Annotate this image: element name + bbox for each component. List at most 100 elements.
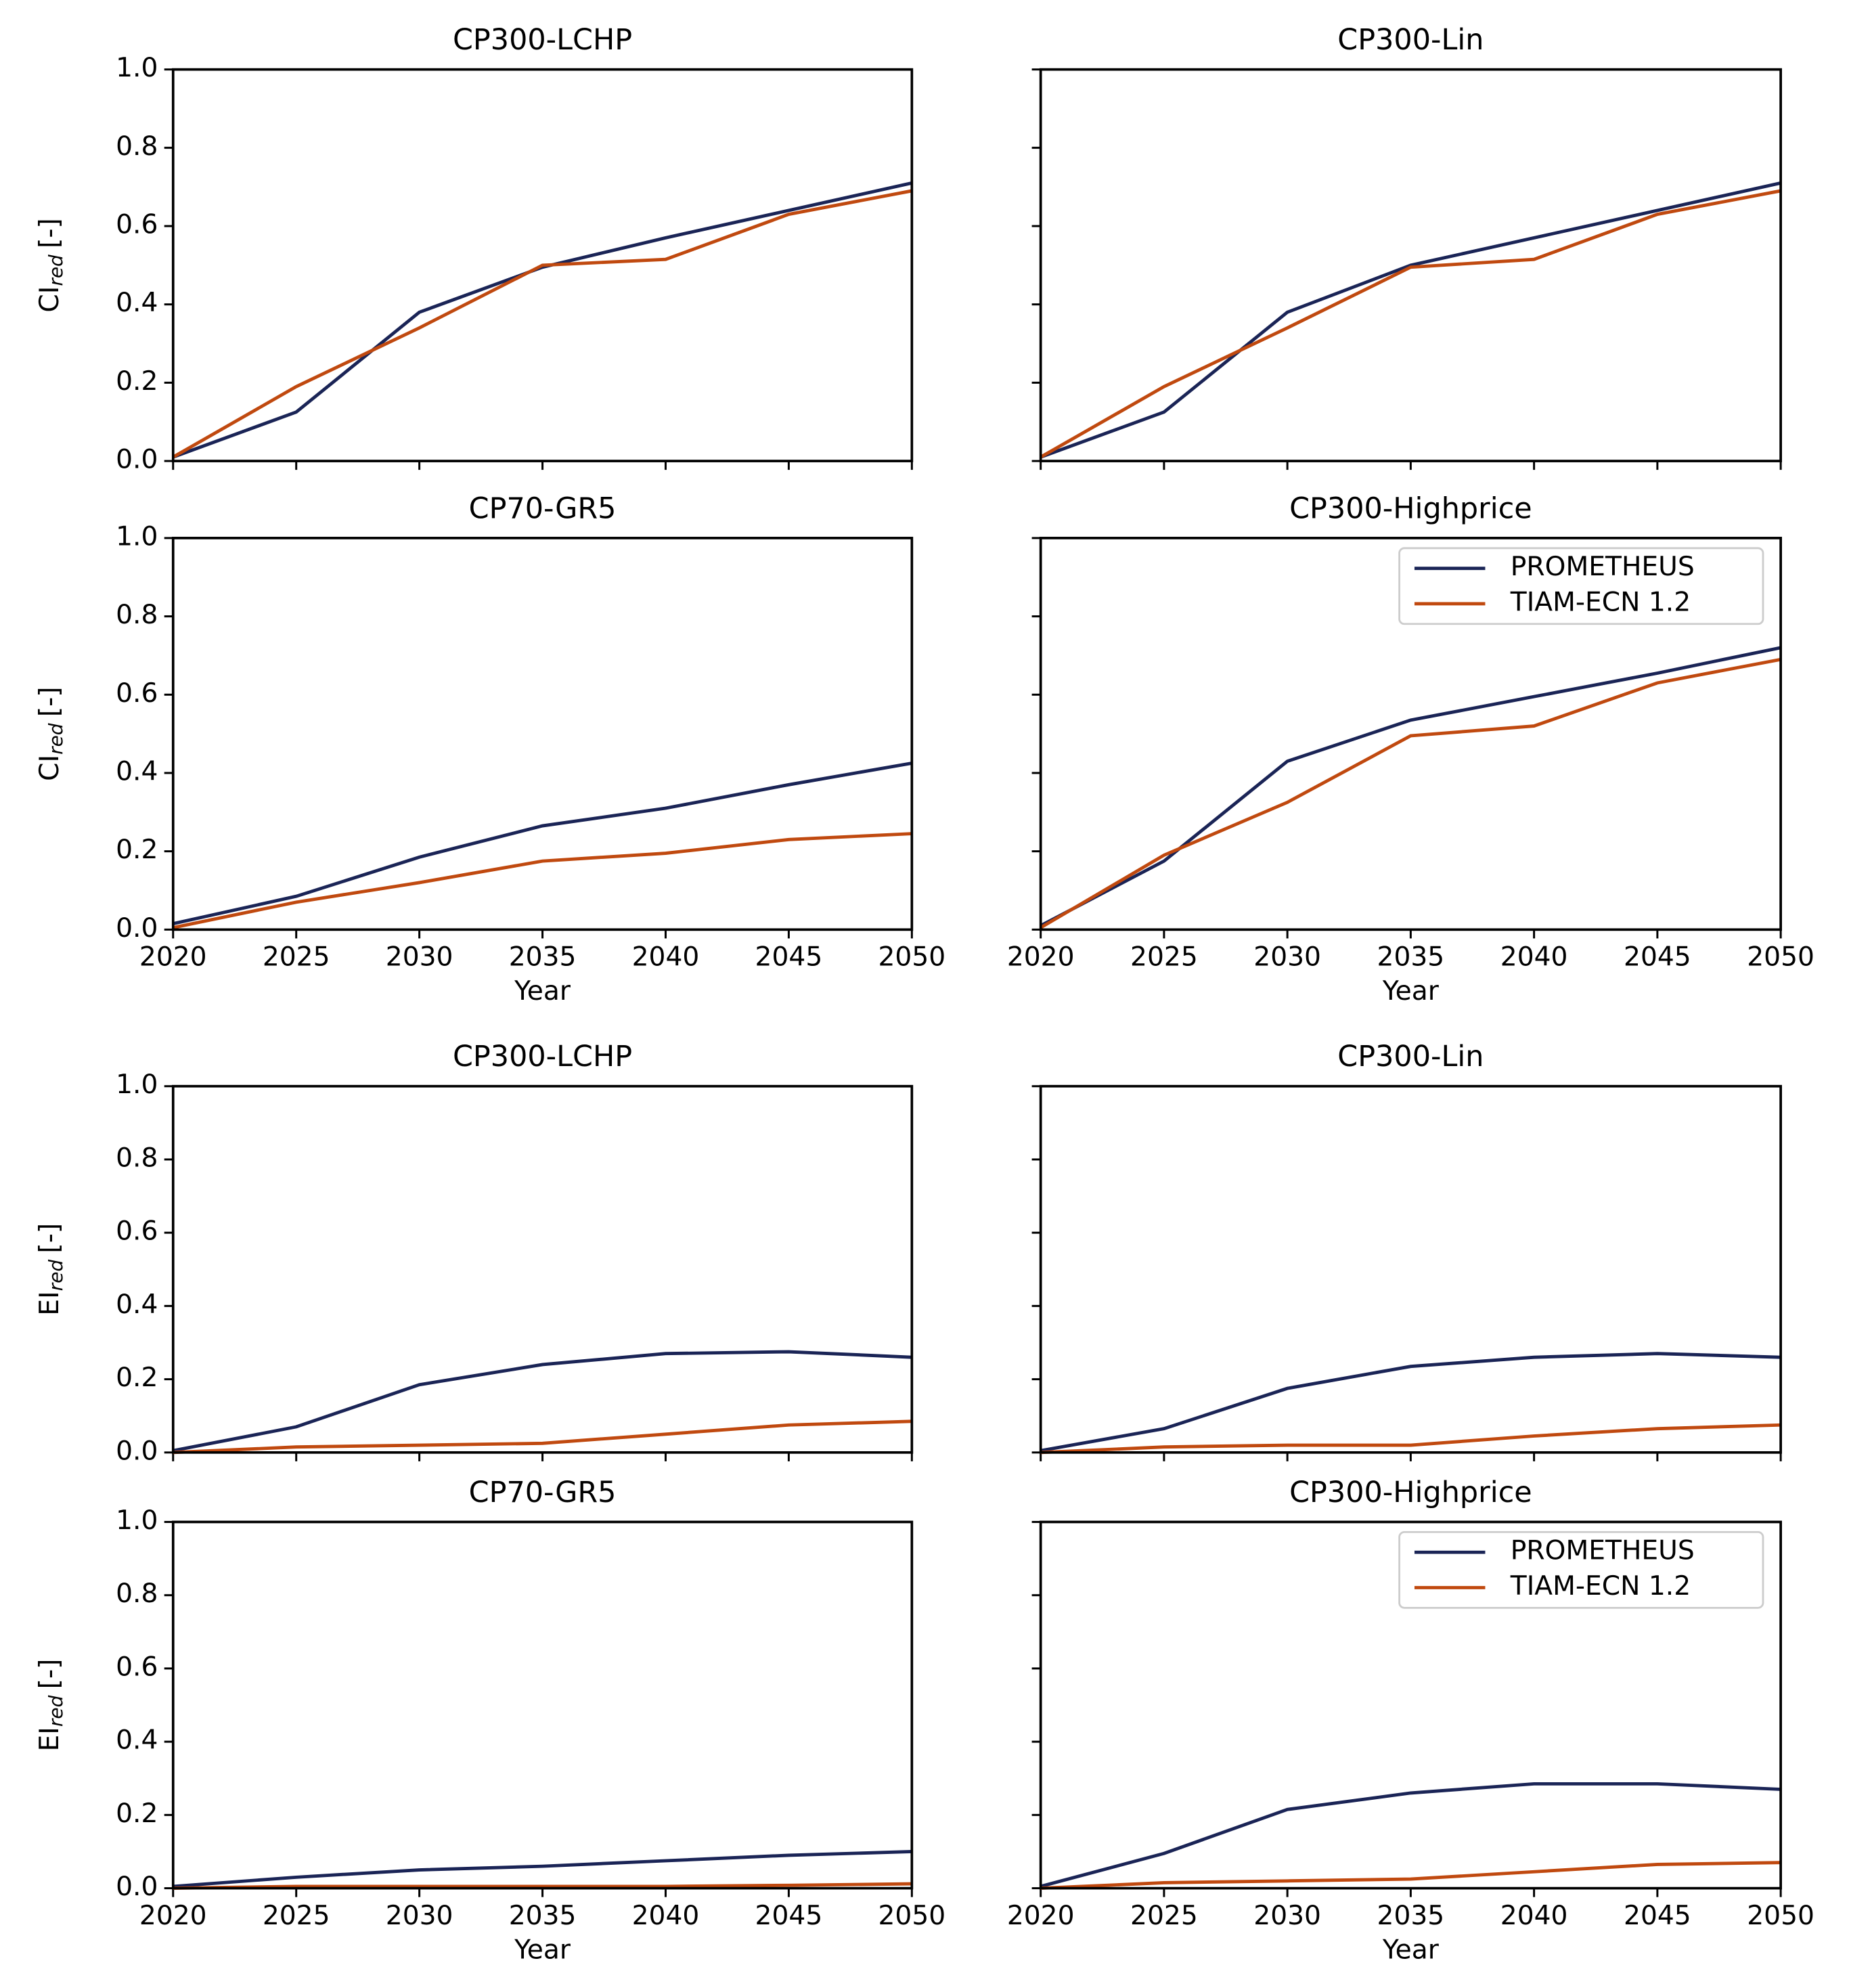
y-tick-label: 0.6: [116, 678, 158, 709]
y-axis-label: CIred [-]: [34, 686, 67, 780]
x-tick-label: 2045: [1624, 942, 1691, 973]
y-tick-label: 0.8: [116, 600, 158, 630]
data-line: [173, 761, 912, 926]
axes-frame: [1039, 1520, 1782, 1890]
data-line: [172, 181, 912, 459]
subplot: CP300-Lin: [1031, 1040, 1782, 1461]
subplot: CP300-Highprice 2020 2025 2030 2035 2040 2045 2…: [1007, 1476, 1814, 1965]
y-tick-label: 0.0: [116, 1436, 158, 1466]
legend-box: [1398, 547, 1764, 625]
data-line: [1040, 1352, 1781, 1453]
legend-label: PROMETHEUS: [1511, 552, 1695, 582]
y-tick-label: 0.6: [116, 1652, 158, 1682]
y-axis-label-sub: red: [45, 255, 67, 286]
chart-title: CP300-Highprice: [1289, 491, 1532, 525]
subplot: CP300-Lin: [1031, 23, 1782, 470]
x-tick-label: 2050: [1747, 942, 1814, 973]
x-tick-label: 2050: [878, 942, 945, 973]
x-tick-label: 2030: [1253, 942, 1321, 973]
axes-frame: [1039, 68, 1782, 462]
y-tick-label: 0.2: [116, 835, 158, 865]
y-axis-label-unit: [-]: [34, 686, 64, 717]
x-tick-label: 2020: [139, 1901, 207, 1931]
x-axis-label: Year: [1382, 1935, 1440, 1965]
y-axis-label: EIred [-]: [34, 1223, 67, 1316]
x-tick-label: 2050: [878, 1901, 945, 1931]
axes-frame: [171, 1084, 914, 1454]
y-axis-label: EIred [-]: [34, 1659, 67, 1752]
x-tick-label: 2035: [1377, 942, 1445, 973]
x-tick-label: 2025: [263, 1901, 330, 1931]
data-line: [173, 832, 912, 929]
data-line: [1040, 646, 1781, 927]
chart-title: CP300-Highprice: [1289, 1476, 1532, 1509]
axes-frame: [1039, 1084, 1782, 1454]
x-tick-label: 2040: [1500, 1901, 1568, 1931]
x-tick-label: 2020: [1007, 1901, 1075, 1931]
y-tick-label: 0.6: [116, 210, 158, 240]
x-tick-label: 2050: [1747, 1901, 1814, 1931]
chart-title: CP70-GR5: [469, 491, 617, 525]
x-tick-label: 2025: [263, 942, 330, 973]
y-tick-label: 1.0: [116, 1505, 158, 1536]
subplot: CP70-GR5 0.0 0.2 0.4 0.6 0.8 1.0 2020 2025 2030 20…: [34, 1476, 945, 1965]
x-tick-label: 2035: [509, 1901, 577, 1931]
x-tick-label: 2035: [509, 942, 577, 973]
x-tick-label: 2045: [755, 1901, 823, 1931]
data-line: [173, 1882, 912, 1891]
chart-title: CP300-Lin: [1337, 1040, 1484, 1074]
subplot: CP300-LCHP 0.0 0.2 0.4 0.6 0.8 1.0 CIred [-]: [34, 23, 914, 475]
x-tick-label: 2030: [386, 942, 453, 973]
x-axis-label: Year: [514, 1935, 571, 1965]
x-tick-label: 2030: [386, 1901, 453, 1931]
y-tick-label: 0.2: [116, 1798, 158, 1829]
y-axis-label-unit: [-]: [34, 1223, 64, 1254]
y-axis-label-unit: [-]: [34, 1659, 64, 1689]
y-axis-label: CIred [-]: [34, 218, 67, 312]
y-tick-label: 0.4: [116, 1725, 158, 1756]
y-axis-label-main: CI: [34, 286, 64, 313]
y-tick-label: 0.6: [116, 1216, 158, 1247]
y-axis-label-main: EI: [34, 1727, 64, 1751]
y-axis-label-main: EI: [34, 1291, 64, 1315]
y-axis-label-sub: red: [45, 1695, 67, 1727]
axes-frame: [171, 1520, 914, 1890]
y-axis-label-main: CI: [34, 755, 64, 781]
y-tick-label: 0.4: [116, 756, 158, 787]
data-line: [173, 1350, 912, 1453]
y-tick-label: 0.8: [116, 131, 158, 162]
y-tick-label: 0.2: [116, 1363, 158, 1393]
y-axis-label-sub: red: [45, 723, 67, 755]
x-tick-label: 2040: [1500, 942, 1568, 973]
data-line: [1040, 657, 1781, 929]
x-axis-label: Year: [514, 976, 571, 1007]
axes-frame: [171, 537, 914, 931]
data-line: [1040, 1423, 1781, 1455]
data-line: [1040, 1861, 1781, 1891]
x-tick-label: 2045: [755, 942, 823, 973]
legend-label: TIAM-ECN 1.2: [1510, 1571, 1691, 1602]
y-axis-label-unit: [-]: [34, 218, 64, 248]
x-tick-label: 2030: [1253, 1901, 1321, 1931]
x-tick-label: 2040: [632, 1901, 700, 1931]
legend-label: PROMETHEUS: [1511, 1536, 1695, 1566]
y-tick-label: 0.2: [116, 366, 158, 397]
axes-frame: [1039, 537, 1782, 931]
legend-label: TIAM-ECN 1.2: [1510, 587, 1691, 617]
x-tick-label: 2025: [1130, 1901, 1198, 1931]
x-tick-label: 2045: [1624, 1901, 1691, 1931]
chart-title: CP300-Lin: [1337, 23, 1484, 57]
legend-box: [1398, 1530, 1764, 1609]
subplot: CP300-Highprice 2020 2025 2030 2035 2040 2045 2…: [1007, 491, 1814, 1007]
y-tick-label: 1.0: [116, 1069, 158, 1100]
axes-frame: [171, 68, 914, 462]
y-tick-label: 0.8: [116, 1143, 158, 1173]
data-line: [173, 1850, 912, 1888]
y-tick-label: 0.0: [116, 1872, 158, 1902]
y-tick-label: 0.4: [116, 1289, 158, 1320]
x-tick-label: 2020: [139, 942, 207, 973]
chart-title: CP300-LCHP: [453, 1040, 632, 1074]
chart-title: CP70-GR5: [469, 1476, 617, 1509]
data-line: [173, 1419, 912, 1455]
